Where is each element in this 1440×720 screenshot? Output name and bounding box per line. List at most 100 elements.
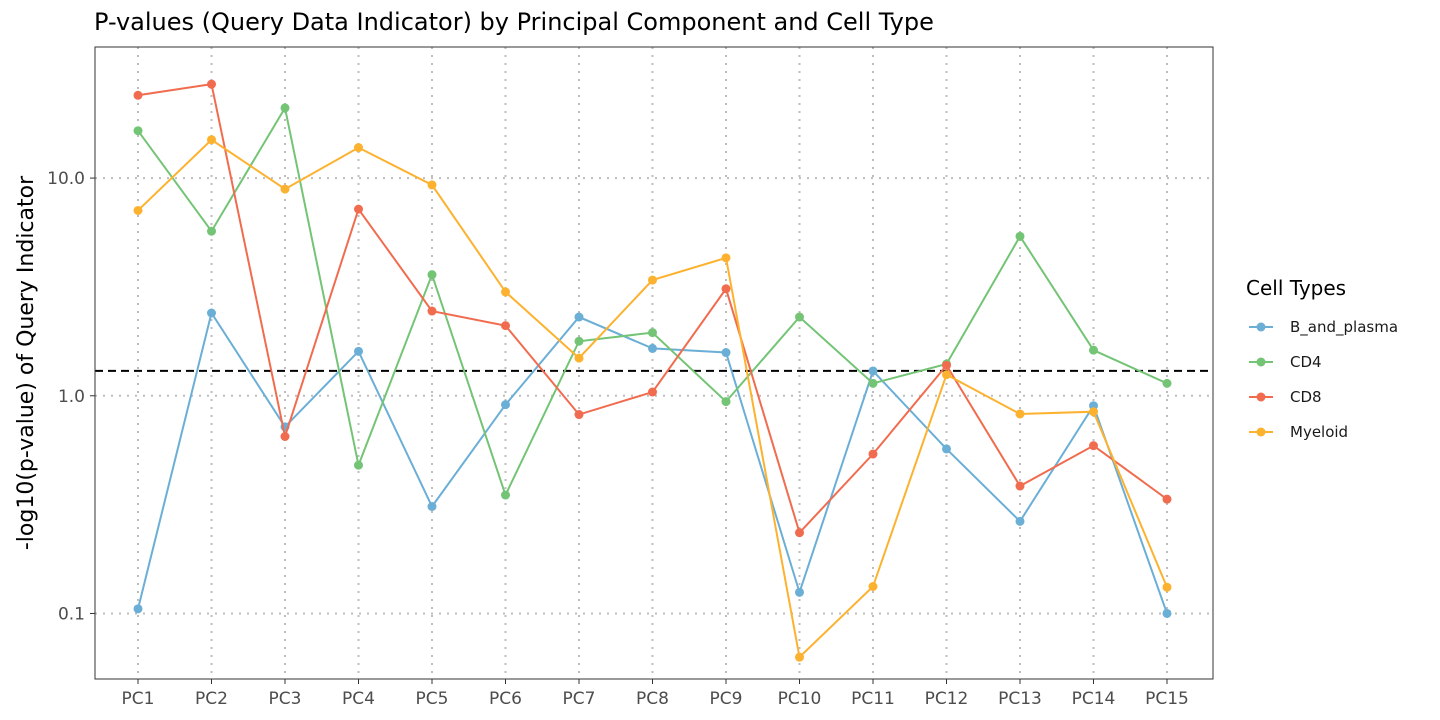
data-point-b-and-plasma xyxy=(501,400,510,410)
data-point-cd8 xyxy=(574,410,584,420)
data-point-b-and-plasma xyxy=(133,604,143,614)
data-point-cd8 xyxy=(1015,481,1025,491)
y-axis-label: -log10(p-value) of Query Indicator xyxy=(14,175,39,550)
data-point-cd8 xyxy=(133,90,143,100)
data-point-cd4 xyxy=(648,328,657,338)
x-tick-label: PC12 xyxy=(925,689,969,709)
legend-title: Cell Types xyxy=(1246,276,1346,300)
data-point-cd4 xyxy=(133,126,143,136)
legend-key-point xyxy=(1256,322,1266,332)
series-layer xyxy=(133,79,1172,662)
x-tick-label: PC10 xyxy=(778,689,822,709)
data-point-cd4 xyxy=(795,312,804,322)
data-point-cd8 xyxy=(354,204,363,214)
legend-label: B_and_plasma xyxy=(1290,318,1398,337)
data-point-b-and-plasma xyxy=(207,308,216,318)
x-tick-label: PC3 xyxy=(269,689,302,709)
data-point-cd8 xyxy=(1162,494,1172,504)
data-point-cd8 xyxy=(648,387,657,397)
data-point-myeloid xyxy=(501,287,510,297)
data-point-cd4 xyxy=(207,226,216,236)
y-tick-label: 1.0 xyxy=(58,387,85,407)
data-point-myeloid xyxy=(574,353,584,363)
data-point-b-and-plasma xyxy=(354,346,363,356)
legend: Cell Types B_and_plasma CD4 CD8 Myeloid xyxy=(1246,276,1398,441)
data-point-cd8 xyxy=(280,431,290,441)
data-point-cd4 xyxy=(1089,345,1098,355)
legend-item-cd4: CD4 xyxy=(1249,353,1322,371)
x-tick-label: PC6 xyxy=(489,689,522,709)
data-point-b-and-plasma xyxy=(942,444,951,454)
data-point-b-and-plasma xyxy=(427,501,437,511)
chart-title: P-values (Query Data Indicator) by Princ… xyxy=(94,8,934,36)
data-point-myeloid xyxy=(795,652,804,662)
data-point-b-and-plasma xyxy=(1015,516,1025,526)
data-point-b-and-plasma xyxy=(795,587,804,597)
data-point-cd4 xyxy=(721,397,731,407)
data-point-cd4 xyxy=(501,490,510,500)
data-point-myeloid xyxy=(721,253,731,263)
x-tick-label: PC7 xyxy=(563,689,596,709)
x-tick-label: PC14 xyxy=(1072,689,1116,709)
data-point-cd4 xyxy=(280,103,290,113)
data-point-b-and-plasma xyxy=(721,348,731,358)
series-cd8 xyxy=(133,79,1172,538)
series-line-cd4 xyxy=(137,105,1168,498)
data-point-myeloid xyxy=(427,180,437,190)
data-point-cd8 xyxy=(795,528,804,538)
axis-layer: PC1 PC2 PC3 PC4 PC5 PC6 PC7 PC8 PC9 PC10 PC11 PC12 P… xyxy=(47,169,1189,709)
data-point-myeloid xyxy=(207,135,216,145)
data-point-cd4 xyxy=(574,336,584,346)
x-tick-label: PC11 xyxy=(851,689,895,709)
data-point-myeloid xyxy=(133,205,143,215)
data-point-myeloid xyxy=(1015,409,1025,419)
data-point-b-and-plasma xyxy=(648,343,657,353)
data-point-myeloid xyxy=(1089,407,1098,417)
legend-label: CD8 xyxy=(1290,388,1322,406)
legend-item-myeloid: Myeloid xyxy=(1249,423,1348,441)
legend-label: Myeloid xyxy=(1290,423,1348,441)
data-point-cd8 xyxy=(868,449,878,459)
legend-key-point xyxy=(1256,357,1266,367)
x-tick-label: PC15 xyxy=(1145,689,1189,709)
data-point-cd4 xyxy=(354,460,363,470)
x-tick-label: PC5 xyxy=(416,689,449,709)
legend-item-cd8: CD8 xyxy=(1249,388,1322,406)
data-point-cd4 xyxy=(427,270,437,280)
x-tick-label: PC8 xyxy=(636,689,669,709)
series-myeloid xyxy=(133,135,1172,662)
legend-key-point xyxy=(1256,427,1266,437)
data-point-b-and-plasma xyxy=(1162,608,1172,618)
data-point-myeloid xyxy=(280,184,290,194)
data-point-cd8 xyxy=(207,79,216,89)
data-point-cd4 xyxy=(868,378,878,388)
data-point-b-and-plasma xyxy=(868,366,878,376)
data-point-b-and-plasma xyxy=(574,312,584,322)
data-point-cd4 xyxy=(1162,378,1172,388)
legend-item-b-and-plasma: B_and_plasma xyxy=(1249,318,1398,337)
data-point-cd8 xyxy=(501,321,510,331)
series-line-myeloid xyxy=(137,138,1168,660)
x-tick-label: PC2 xyxy=(195,689,228,709)
series-cd4 xyxy=(133,103,1172,500)
data-point-myeloid xyxy=(354,143,363,153)
data-point-cd4 xyxy=(1015,231,1025,241)
grid-layer xyxy=(95,47,1213,679)
data-point-myeloid xyxy=(1162,582,1172,592)
data-point-cd8 xyxy=(1089,441,1098,451)
legend-label: CD4 xyxy=(1290,353,1322,371)
data-point-cd8 xyxy=(942,360,951,370)
x-tick-label: PC4 xyxy=(342,689,375,709)
data-point-myeloid xyxy=(648,275,657,285)
y-tick-label: 10.0 xyxy=(47,169,85,189)
data-point-cd8 xyxy=(427,306,437,316)
data-point-myeloid xyxy=(942,370,951,380)
data-point-myeloid xyxy=(868,582,878,592)
plot-frame xyxy=(94,46,1214,680)
x-tick-label: PC13 xyxy=(998,689,1042,709)
legend-key-point xyxy=(1256,392,1266,402)
x-tick-label: PC1 xyxy=(122,689,155,709)
data-point-cd8 xyxy=(721,284,731,294)
x-tick-label: PC9 xyxy=(710,689,743,709)
